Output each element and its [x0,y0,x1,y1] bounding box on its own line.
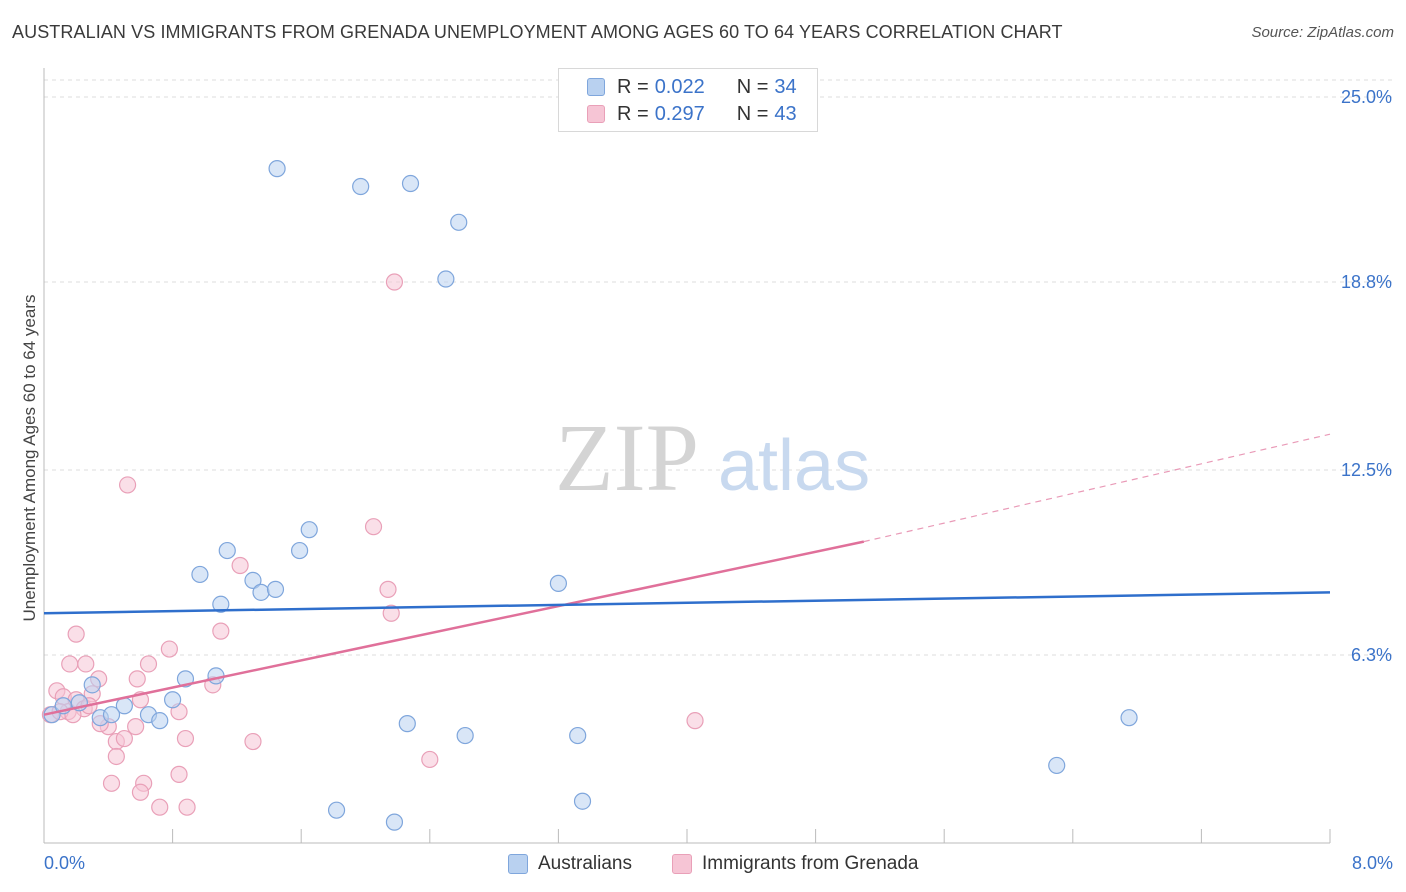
y-tick-label: 25.0% [1341,87,1392,107]
australians-point [401,174,420,193]
grenada-point [160,640,178,658]
grenada-point [382,604,400,622]
watermark: ZIP atlas [555,404,870,511]
grenada-point [244,732,262,751]
australians-point [218,541,236,560]
australians-point [244,571,262,590]
source-label: Source: ZipAtlas.com [1251,24,1394,41]
grenada-trend-extension [863,433,1331,543]
bottom-legend-swatch-blue [508,854,528,874]
legend-r-label: R = [617,102,649,125]
y-tick-labels: 6.3% 12.5% 18.8% 25.0% [1341,87,1392,665]
series-australians-points [43,160,1138,831]
x-tick-label: 8.0% [1352,853,1393,873]
australians-point [191,565,209,584]
bottom-legend-grenada: Immigrants from Grenada [672,852,918,876]
trend-lines [43,433,1331,716]
grenada-point [67,625,85,643]
grenada-trend-line [43,540,865,716]
australians-point [450,213,468,231]
australians-point [252,583,270,601]
australians-point [398,715,416,733]
bottom-legend-label: Immigrants from Grenada [702,853,919,874]
legend-n-value: 43 [774,102,797,125]
australians-point [385,813,404,831]
x-tick-label: 0.0% [44,853,85,873]
australians-point [102,706,121,724]
grenada-point [364,518,383,536]
grenada-point [128,670,146,688]
grenada-point [131,783,150,801]
grenada-point [379,580,397,598]
series-grenada-points [41,273,704,816]
grenada-point [212,622,230,640]
australians-point [151,712,169,730]
australians-point [569,726,587,745]
australians-point [1048,756,1066,775]
grenada-point [686,712,704,730]
australians-point [164,691,182,709]
australians-point [290,541,309,560]
grenada-point [115,729,133,748]
australians-point [573,792,592,810]
bottom-legend-australians: Australians [508,852,632,876]
grenada-point [385,273,404,291]
australians-point [352,177,370,196]
australians-point [1120,709,1138,727]
grenada-point [151,798,169,816]
grenada-point [139,655,158,673]
chart-title: AUSTRALIAN VS IMMIGRANTS FROM GRENADA UN… [12,22,1063,42]
x-tick-labels: 0.0% 8.0% [44,853,1393,873]
grenada-point [421,750,439,769]
australians-point [300,521,318,539]
y-tick-label: 12.5% [1341,460,1392,480]
grenada-point [102,774,121,792]
australians-point [83,676,101,694]
legend-r-value: 0.297 [654,102,705,125]
australians-point [549,574,568,592]
bottom-legend-label: Australians [538,853,632,874]
australians-point [268,160,286,178]
australians-point [212,595,230,613]
y-tick-label: 18.8% [1341,272,1392,292]
grenada-point [170,765,188,783]
bottom-legend-swatch-pink [672,854,692,874]
watermark-zip: ZIP [555,404,699,511]
legend-row-grenada: R = 0.297 N = 43 [587,102,797,126]
grenada-point [176,729,195,748]
watermark-atlas: atlas [718,426,870,506]
grenada-point [61,655,79,673]
australians-point [437,270,455,288]
legend-n-label: N = [736,75,769,98]
australians-point [327,801,346,819]
legend-row-australians: R = 0.022 N = 34 [587,75,797,99]
legend-swatch-blue [587,78,605,96]
grenada-point [178,798,196,816]
australians-point [266,580,285,598]
grenada-point [118,476,137,494]
grenada-point [107,747,125,766]
legend-n-label: N = [736,102,769,125]
australians-point [207,667,225,685]
grenada-point [231,556,249,575]
australians-point [456,726,474,745]
legend-n-value: 34 [774,75,797,98]
australians-trend-line [43,591,1331,615]
legend-r-label: R = [617,75,649,98]
legend-swatch-pink [587,105,605,123]
legend-r-value: 0.022 [654,75,705,98]
grenada-point [127,718,145,736]
y-tick-label: 6.3% [1351,645,1392,665]
correlation-legend: R = 0.022 N = 34 R = 0.297 N = 43 [558,68,818,132]
grenada-point [77,655,95,673]
y-axis-label: Unemployment Among Ages 60 to 64 years [20,294,39,622]
